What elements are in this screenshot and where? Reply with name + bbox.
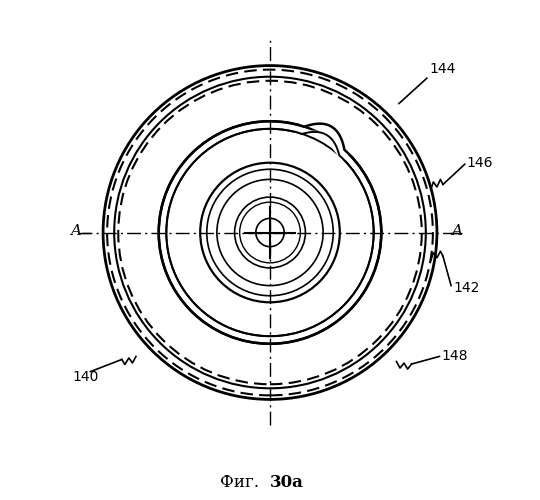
Text: A: A xyxy=(70,224,81,238)
Text: A: A xyxy=(451,224,462,238)
Text: Фиг.: Фиг. xyxy=(220,474,270,491)
Text: 146: 146 xyxy=(466,156,493,170)
Text: 140: 140 xyxy=(73,370,99,384)
Text: 142: 142 xyxy=(453,281,480,295)
Text: 144: 144 xyxy=(429,62,456,76)
Text: 148: 148 xyxy=(441,350,468,364)
Text: 30a: 30a xyxy=(270,474,304,491)
